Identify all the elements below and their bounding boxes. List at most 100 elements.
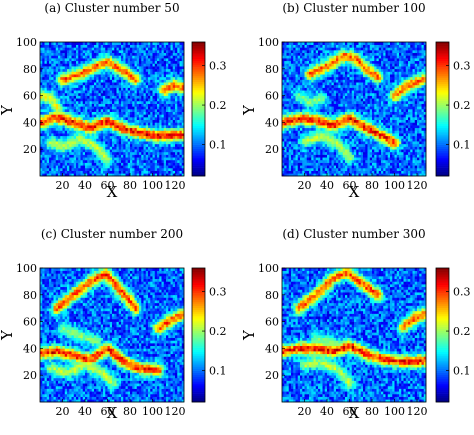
heatmap-cell	[42, 125, 45, 128]
heatmap-cell	[119, 88, 122, 91]
heatmap-cell	[58, 165, 61, 168]
heatmap-cell	[90, 122, 93, 125]
heatmap-cell	[132, 106, 135, 109]
heatmap-cell	[96, 93, 99, 96]
heatmap-cell	[345, 117, 348, 120]
heatmap-cell	[49, 152, 52, 155]
heatmap-cell	[110, 165, 113, 168]
heatmap-cell	[309, 109, 312, 112]
heatmap-cell	[110, 98, 113, 101]
heatmap-cell	[92, 96, 95, 99]
heatmap-cell	[110, 130, 113, 133]
heatmap-cell	[374, 163, 377, 166]
heatmap-cell	[92, 74, 95, 77]
heatmap-cell	[121, 53, 124, 56]
heatmap-cell	[406, 160, 409, 163]
heatmap-cell	[141, 117, 144, 120]
heatmap-cell	[90, 157, 93, 160]
heatmap-cell	[291, 104, 294, 107]
heatmap-cell	[377, 149, 380, 152]
heatmap-cell	[388, 168, 391, 171]
heatmap-cell	[114, 125, 117, 128]
heatmap-cell	[90, 138, 93, 141]
heatmap-cell	[60, 133, 63, 136]
heatmap-cell	[148, 53, 151, 56]
heatmap-cell	[173, 106, 176, 109]
heatmap-cell	[58, 112, 61, 115]
heatmap-cell	[314, 155, 317, 158]
heatmap-cell	[153, 112, 156, 115]
heatmap-cell	[157, 66, 160, 69]
heatmap-cell	[146, 157, 149, 160]
heatmap-cell	[166, 63, 169, 66]
heatmap-cell	[363, 138, 366, 141]
heatmap-cell	[128, 141, 131, 144]
heatmap-cell	[338, 165, 341, 168]
heatmap-cell	[383, 106, 386, 109]
heatmap-cell	[101, 160, 104, 163]
heatmap-cell	[137, 141, 140, 144]
heatmap-cell	[150, 53, 153, 56]
heatmap-cell	[350, 125, 353, 128]
heatmap-cell	[159, 144, 162, 147]
heatmap-cell	[408, 147, 411, 150]
heatmap-cell	[365, 114, 368, 117]
heatmap-cell	[374, 136, 377, 139]
heatmap-cell	[336, 160, 339, 163]
heatmap-cell	[81, 98, 84, 101]
heatmap-cell	[103, 109, 106, 112]
heatmap-cell	[356, 120, 359, 123]
heatmap-cell	[81, 74, 84, 77]
heatmap-cell	[103, 141, 106, 144]
heatmap-cell	[291, 144, 294, 147]
heatmap-cell	[141, 98, 144, 101]
heatmap-cell	[298, 120, 301, 123]
colorbar-segment	[192, 48, 205, 50]
heatmap-cell	[334, 130, 337, 133]
heatmap-cell	[336, 109, 339, 112]
heatmap-cell	[135, 112, 138, 115]
heatmap-cell	[126, 98, 129, 101]
heatmap-cell	[157, 93, 160, 96]
heatmap-cell	[370, 144, 373, 147]
heatmap-cell	[99, 112, 102, 115]
heatmap-cell	[173, 93, 176, 96]
heatmap-cell	[148, 80, 151, 83]
heatmap-cell	[137, 104, 140, 107]
heatmap-cell	[137, 93, 140, 96]
heatmap-cell	[336, 114, 339, 117]
heatmap-cell	[300, 130, 303, 133]
heatmap-cell	[90, 66, 93, 69]
heatmap-cell	[87, 88, 90, 91]
heatmap-cell	[341, 141, 344, 144]
heatmap-cell	[356, 130, 359, 133]
heatmap-cell	[85, 58, 88, 61]
heatmap-cell	[334, 138, 337, 141]
heatmap-cell	[352, 133, 355, 136]
heatmap-cell	[289, 128, 292, 131]
heatmap-cell	[177, 149, 180, 152]
heatmap-cell	[284, 133, 287, 136]
heatmap-cell	[153, 114, 156, 117]
heatmap-cell	[307, 149, 310, 152]
heatmap-cell	[139, 77, 142, 80]
heatmap-cell	[119, 149, 122, 152]
heatmap-cell	[58, 90, 61, 93]
heatmap-cell	[126, 114, 129, 117]
heatmap-cell	[415, 128, 418, 131]
heatmap-cell	[103, 136, 106, 139]
heatmap-cell	[352, 155, 355, 158]
heatmap-cell	[406, 106, 409, 109]
heatmap-cell	[323, 147, 326, 150]
heatmap-cell	[383, 163, 386, 166]
heatmap-cell	[171, 114, 174, 117]
heatmap-cell	[121, 106, 124, 109]
heatmap-cell	[332, 114, 335, 117]
heatmap-cell	[103, 106, 106, 109]
heatmap-cell	[119, 136, 122, 139]
heatmap-cell	[399, 125, 402, 128]
heatmap-cell	[63, 74, 66, 77]
heatmap-cell	[85, 125, 88, 128]
heatmap-cell	[318, 171, 321, 174]
heatmap-cell	[372, 130, 375, 133]
